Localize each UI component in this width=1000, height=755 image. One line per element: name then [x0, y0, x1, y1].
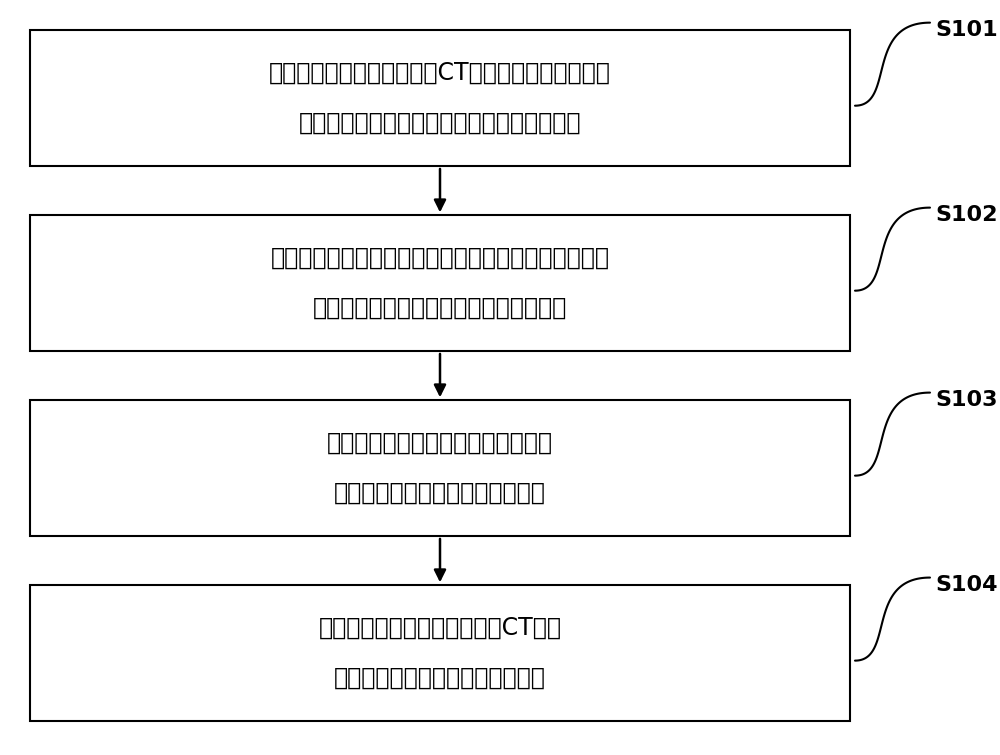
- Text: S102: S102: [935, 205, 997, 225]
- Text: 进行预测处理，生成血管分割结果: 进行预测处理，生成血管分割结果: [334, 666, 546, 690]
- Text: S101: S101: [935, 20, 998, 40]
- Bar: [30, 585, 850, 721]
- Text: S103: S103: [935, 390, 997, 410]
- Text: 进行模型训练，得到血管分割模型: 进行模型训练，得到血管分割模型: [334, 481, 546, 505]
- Bar: [30, 30, 850, 166]
- Text: S104: S104: [935, 575, 997, 595]
- Text: 基于位置特征向量和语义特征向量，: 基于位置特征向量和语义特征向量，: [327, 431, 553, 455]
- Bar: [30, 400, 850, 536]
- Text: 得到血管的位置特征向量和语义特征向量: 得到血管的位置特征向量和语义特征向量: [313, 296, 567, 320]
- Bar: [30, 215, 850, 351]
- Text: 对血管特征图分别进行位置特征提取和语义特征提取，: 对血管特征图分别进行位置特征提取和语义特征提取，: [270, 246, 610, 270]
- Text: 将血管电子计算机断层扫描CT图像作为训练样本，对: 将血管电子计算机断层扫描CT图像作为训练样本，对: [269, 61, 611, 85]
- Text: 利用血管分割模型对待测血管CT图像: 利用血管分割模型对待测血管CT图像: [318, 616, 562, 640]
- Text: 训练样本进行图像特征提取，得到血管特征图: 训练样本进行图像特征提取，得到血管特征图: [299, 111, 581, 135]
